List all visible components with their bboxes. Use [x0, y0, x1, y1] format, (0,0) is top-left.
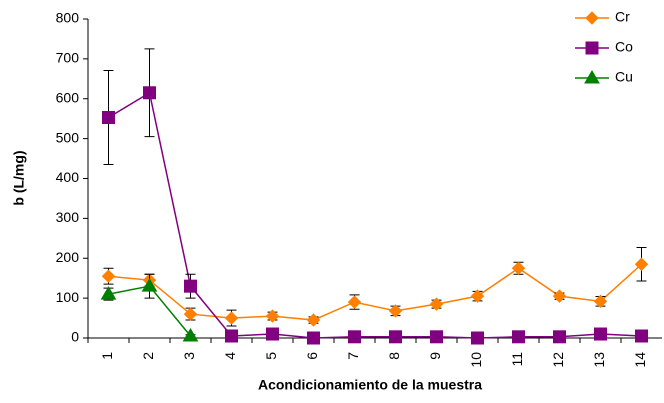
- marker: [511, 261, 526, 275]
- marker: [470, 289, 485, 303]
- marker: [552, 289, 567, 303]
- marker: [182, 328, 199, 342]
- y-tick-label: 500: [56, 129, 80, 145]
- marker: [635, 329, 648, 343]
- legend-label: Cu: [615, 69, 633, 85]
- marker: [306, 313, 321, 327]
- legend-label: Cr: [615, 9, 630, 25]
- marker: [348, 330, 361, 344]
- x-tick-label: 6: [304, 352, 320, 360]
- x-tick-label: 4: [222, 352, 238, 360]
- legend-label: Co: [615, 39, 633, 55]
- marker: [101, 269, 116, 283]
- x-tick-label: 14: [632, 352, 648, 368]
- x-tick-label: 13: [591, 352, 607, 368]
- series-line: [108, 263, 643, 321]
- x-tick-label: 10: [468, 352, 484, 368]
- y-tick-label: 0: [71, 329, 79, 345]
- marker: [347, 295, 362, 309]
- marker: [388, 304, 403, 318]
- x-tick-label: 9: [427, 352, 443, 360]
- marker: [634, 257, 649, 271]
- y-tick-label: 800: [56, 10, 80, 26]
- x-tick-label: 2: [140, 352, 156, 360]
- marker: [471, 331, 484, 345]
- y-tick-label: 700: [56, 50, 80, 66]
- x-tick-label: 3: [181, 352, 197, 360]
- y-tick-label: 600: [56, 89, 80, 105]
- marker: [307, 331, 320, 345]
- marker: [512, 330, 525, 344]
- series-line: [108, 91, 642, 339]
- legend-marker: [585, 11, 599, 25]
- marker: [224, 311, 239, 325]
- marker: [184, 279, 197, 293]
- marker: [593, 294, 608, 309]
- marker: [553, 330, 566, 344]
- legend-marker: [585, 41, 599, 55]
- x-tick-label: 1: [99, 352, 115, 360]
- y-tick-label: 100: [56, 289, 80, 305]
- x-tick-label: 7: [345, 352, 361, 360]
- marker: [265, 309, 280, 323]
- marker: [100, 286, 117, 300]
- legend-marker: [584, 70, 600, 84]
- x-tick-label: 8: [386, 352, 402, 360]
- marker: [389, 330, 402, 344]
- y-axis-label: b (L/mg): [11, 150, 27, 205]
- marker: [102, 110, 115, 124]
- marker: [225, 329, 238, 343]
- x-tick-label: 5: [263, 352, 279, 360]
- y-tick-label: 200: [56, 249, 80, 265]
- x-tick-label: 11: [509, 352, 525, 367]
- marker: [143, 86, 156, 100]
- marker: [266, 327, 279, 341]
- marker: [183, 307, 198, 321]
- x-tick-label: 12: [550, 352, 566, 368]
- marker: [594, 327, 607, 341]
- marker: [429, 297, 444, 311]
- y-tick-label: 300: [56, 209, 80, 225]
- y-tick-label: 400: [56, 169, 80, 185]
- marker: [430, 330, 443, 344]
- x-axis-label: Acondicionamiento de la muestra: [258, 377, 482, 393]
- marker: [141, 278, 158, 292]
